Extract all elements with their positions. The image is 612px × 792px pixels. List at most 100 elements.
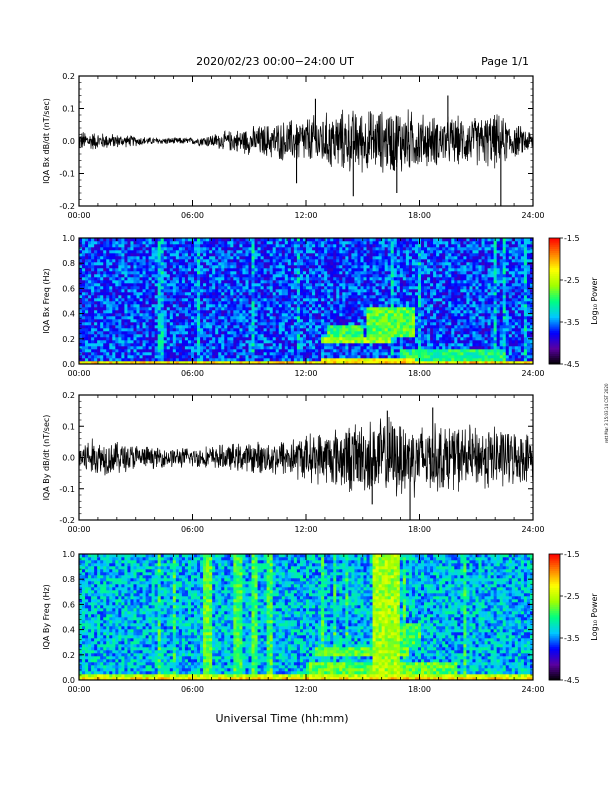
spectrogram-cell — [97, 286, 101, 290]
spectrogram-cell — [169, 289, 174, 293]
spectrogram-cell — [142, 280, 146, 284]
spectrogram-cell — [181, 355, 186, 359]
spectrogram-cell — [154, 340, 158, 344]
spectrogram-cell — [390, 313, 395, 317]
spectrogram-cell — [121, 274, 125, 278]
spectrogram-cell — [145, 259, 149, 263]
spectrogram-cell — [427, 259, 431, 263]
spectrogram-cell — [263, 277, 267, 281]
spectrogram-cell — [260, 268, 264, 272]
spectrogram-cell — [360, 283, 364, 287]
spectrogram-cell — [351, 349, 355, 353]
spectrogram-cell — [366, 361, 370, 365]
spectrogram-cell — [351, 292, 355, 296]
spectrogram-cell — [100, 238, 104, 242]
spectrogram-cell — [109, 346, 113, 350]
spectrogram-cell — [269, 262, 274, 266]
spectrogram-cell — [133, 358, 137, 362]
spectrogram-cell — [417, 313, 422, 317]
spectrogram-cell — [79, 295, 83, 299]
spectrogram-cell — [133, 310, 137, 314]
spectrogram-cell — [387, 322, 392, 326]
spectrogram-cell — [124, 244, 128, 248]
spectrogram-cell — [427, 316, 431, 320]
spectrogram-cell — [218, 340, 222, 344]
spectrogram-cell — [275, 343, 280, 347]
spectrogram-cell — [233, 325, 237, 329]
spectrogram-cell — [321, 304, 325, 308]
spectrogram-cell — [184, 331, 189, 335]
spectrogram-cell — [318, 361, 322, 365]
spectrogram-cell — [239, 247, 243, 251]
spectrogram-cell — [103, 310, 107, 314]
spectrogram-cell — [163, 307, 168, 311]
spectrogram-cell — [194, 343, 198, 347]
spectrogram-cell — [315, 238, 319, 242]
spectrogram-cell — [381, 262, 385, 266]
spectrogram-cell — [112, 292, 116, 296]
spectrogram-cell — [363, 322, 367, 326]
spectrogram-cell — [148, 349, 152, 353]
spectrogram-cell — [194, 340, 198, 344]
spectrogram-cell — [206, 247, 210, 251]
spectrogram-cell — [360, 355, 364, 359]
spectrogram-cell — [88, 343, 92, 347]
spectrogram-cell — [136, 328, 140, 332]
spectrogram-cell — [281, 295, 286, 299]
spectrogram-cell — [369, 322, 373, 326]
spectrogram-cell — [233, 262, 237, 266]
spectrogram-cell — [342, 334, 346, 338]
spectrogram-cell — [372, 247, 376, 251]
spectrogram-cell — [145, 361, 149, 365]
spectrogram-cell — [151, 289, 155, 293]
spectrogram-cell — [360, 328, 364, 332]
spectrogram-cell — [121, 343, 125, 347]
spectrogram-cell — [91, 277, 95, 281]
spectrogram-cell — [142, 244, 146, 248]
spectrogram-cell — [296, 271, 301, 275]
spectrogram-cell — [112, 256, 116, 260]
spectrogram-cell — [160, 256, 165, 260]
spectrogram-cell — [312, 307, 316, 311]
spectrogram-cell — [396, 250, 401, 254]
spectrogram-cell — [212, 319, 216, 323]
spectrogram-cell — [260, 286, 264, 290]
spectrogram-cell — [387, 343, 392, 347]
spectrogram-cell — [194, 325, 198, 329]
spectrogram-cell — [390, 271, 395, 275]
spectrogram-cell — [321, 322, 325, 326]
spectrogram-cell — [360, 268, 364, 272]
spectrogram-cell — [160, 259, 165, 263]
spectrogram-cell — [324, 313, 328, 317]
spectrogram-cell — [399, 331, 404, 335]
spectrogram-cell — [100, 271, 104, 275]
spectrogram-cell — [194, 313, 198, 317]
spectrogram-cell — [378, 331, 382, 335]
spectrogram-cell — [178, 352, 183, 356]
spectrogram-cell — [281, 301, 286, 305]
spectrogram-cell — [100, 286, 104, 290]
spectrogram-cell — [290, 337, 295, 341]
spectrogram-cell — [387, 271, 392, 275]
spectrogram-cell — [82, 304, 86, 308]
spectrogram-cell — [121, 319, 125, 323]
spectrogram-cell — [115, 343, 119, 347]
spectrogram-cell — [402, 328, 407, 332]
spectrogram-cell — [190, 316, 195, 320]
spectrogram-cell — [421, 271, 425, 275]
spectrogram-cell — [281, 331, 286, 335]
spectrogram-cell — [233, 355, 237, 359]
spectrogram-cell — [284, 349, 289, 353]
spectrogram-cell — [269, 331, 274, 335]
spectrogram-cell — [115, 259, 119, 263]
spectrogram-cell — [106, 280, 110, 284]
spectrogram-cell — [124, 304, 128, 308]
spectrogram-cell — [302, 271, 307, 275]
spectrogram-cell — [330, 298, 334, 302]
spectrogram-cell — [124, 310, 128, 314]
spectrogram-cell — [157, 256, 162, 260]
spectrogram-cell — [166, 292, 171, 296]
spectrogram-cell — [417, 304, 422, 308]
spectrogram-cell — [390, 301, 395, 305]
spectrogram-cell — [239, 283, 243, 287]
